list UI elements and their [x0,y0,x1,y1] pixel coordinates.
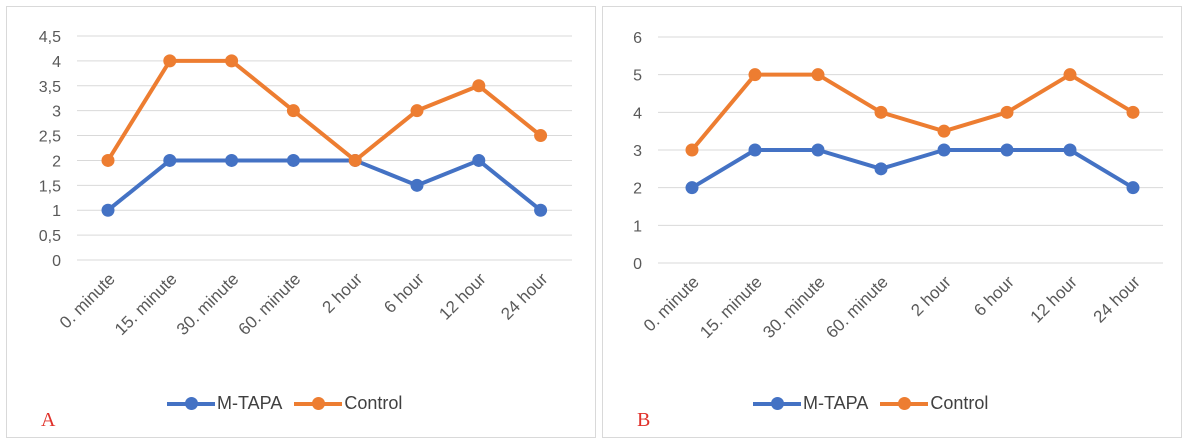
chart-b-point-m-tapa [1000,143,1014,157]
chart-a-y-tick-label: 2 [52,153,61,170]
chart-b-series-line-m-tapa [690,148,1135,190]
legend-label-control: Control [344,393,403,413]
chart-a-y-tick-label: 4,5 [39,29,61,46]
chart-a-y-tick-label: 0,5 [39,228,61,245]
legend-swatch-control [294,396,343,410]
chart-a-x-tick-label: 30. minute [173,269,243,339]
chart-a-point-m-tapa [225,153,239,167]
legend-label-m-tapa: M-TAPA [803,393,869,413]
chart-a-series-line-control [106,58,543,163]
legend-swatch-m-tapa [753,396,801,410]
chart-b-y-tick-label: 6 [633,30,642,47]
chart-b-x-tick-label: 30. minute [759,272,829,342]
chart-a-point-m-tapa [534,203,548,217]
chart-a-x-tick-label: 2 hour [319,269,367,317]
legend-label-m-tapa: M-TAPA [217,393,283,413]
chart-a-series-line-m-tapa [106,158,543,213]
chart-a-point-control [163,54,177,68]
chart-b-x-tick-label: 6 hour [970,272,1018,320]
chart-b-point-m-tapa [811,143,825,157]
panel-label-a: A [41,409,56,431]
chart-a-x-tick-label: 60. minute [235,269,305,339]
chart-a-y-tick-label: 3,5 [39,79,61,96]
chart-a-y-tick-label: 2,5 [39,129,61,146]
chart-b-point-control [748,68,762,82]
chart-b-point-control [811,68,825,82]
chart-a-x-tick-label: 0. minute [56,269,119,332]
legend-item-m-tapa: M-TAPA [167,393,282,414]
legend-swatch-m-tapa [167,396,215,410]
chart-b-y-tick-label: 0 [633,256,642,273]
chart-b-point-m-tapa [937,143,951,157]
chart-a-x-tick-label: 24 hour [497,269,551,323]
chart-a-y-tick-label: 3 [52,104,61,121]
chart-b-point-m-tapa [1126,181,1140,195]
chart-a-point-m-tapa [286,153,300,167]
chart-b-point-control [1063,68,1077,82]
chart-b-x-tick-label: 24 hour [1090,272,1144,326]
chart-b-y-tick-label: 3 [633,143,642,160]
legend-swatch-control [880,396,929,410]
chart-a-legend: M-TAPA Control [167,393,414,414]
chart-a-point-control [225,54,239,68]
chart-a-y-tick-label: 0 [52,253,61,270]
chart-b-x-tick-label: 15. minute [696,272,766,342]
chart-b-point-control [1000,105,1014,119]
chart-b-x-tick-label: 12 hour [1027,272,1081,326]
chart-a-x-tick-label: 6 hour [380,269,428,317]
chart-a-y-tick-label: 1,5 [39,178,61,195]
chart-b-x-tick-label: 60. minute [822,272,892,342]
chart-a-x-tick-label: 15. minute [111,269,181,339]
chart-b-y-tick-label: 4 [633,105,642,122]
chart-b-x-tick-label: 0. minute [640,272,703,335]
chart-a-point-m-tapa [163,153,177,167]
panel-label-b: B [637,409,651,431]
chart-panel-b: 0 1 2 3 4 5 6 0. minute 15. minute 30. minute 60. … [602,6,1182,438]
chart-a-point-control [472,79,486,93]
chart-b-series-line-control [690,72,1135,152]
chart-a-point-control [286,104,300,118]
chart-a-point-m-tapa [101,203,115,217]
chart-b-y-tick-label: 2 [633,181,642,198]
chart-a-x-tick-label: 12 hour [435,269,489,323]
chart-a-point-m-tapa [410,178,424,192]
chart-b-y-tick-label: 5 [633,68,642,85]
chart-b-point-m-tapa [748,143,762,157]
chart-a-y-tick-label: 4 [52,54,61,71]
chart-b-point-m-tapa [874,162,888,176]
chart-b-point-m-tapa [1063,143,1077,157]
chart-b-point-control [685,143,699,157]
chart-a-point-control [534,129,548,143]
chart-b-legend: M-TAPA Control [753,393,1000,414]
chart-panel-a: 0 0,5 1 1,5 2 2,5 3 3,5 4 4,5 0. minute 15. minute 3… [6,6,596,438]
chart-a-point-control [410,104,424,118]
chart-a-point-control [101,153,115,167]
legend-item-control: Control [294,393,402,414]
legend-item-control: Control [880,393,988,414]
chart-a-point-m-tapa [472,153,486,167]
chart-a-point-control [348,153,362,167]
chart-b-point-m-tapa [685,181,699,195]
chart-b-y-tick-label: 1 [633,218,642,235]
chart-b-point-control [1126,105,1140,119]
chart-b-x-tick-label: 2 hour [907,272,955,320]
legend-item-m-tapa: M-TAPA [753,393,868,414]
chart-b-point-control [937,124,951,138]
chart-b-point-control [874,105,888,119]
chart-a-y-tick-label: 1 [52,203,61,220]
legend-label-control: Control [930,393,989,413]
